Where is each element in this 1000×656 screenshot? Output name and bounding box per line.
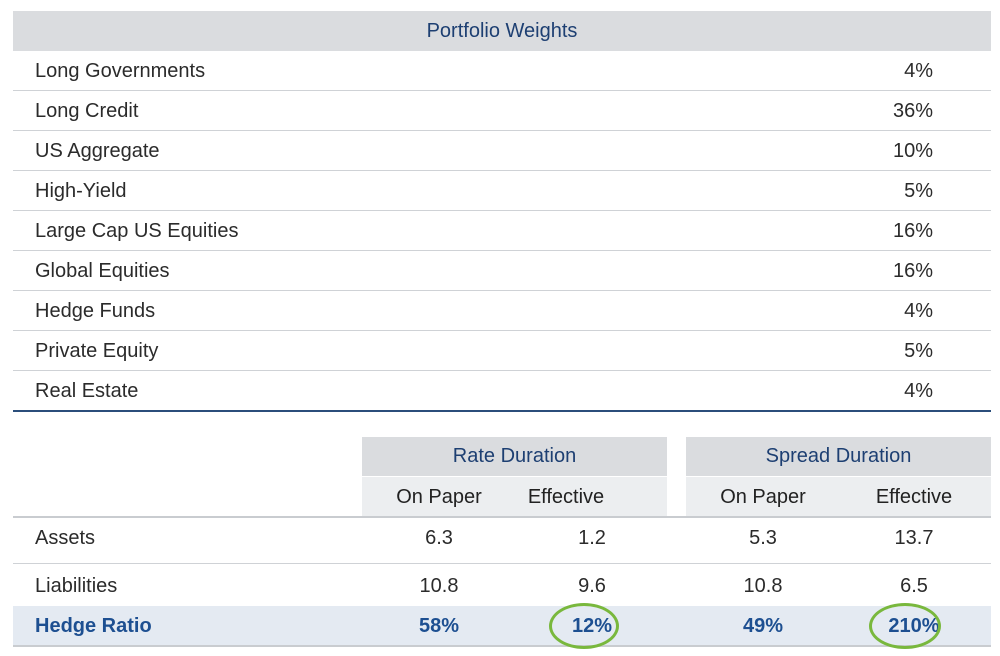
weights-bottom-rule bbox=[13, 410, 991, 412]
weights-row-value: 5% bbox=[904, 340, 933, 362]
weights-row-value: 4% bbox=[904, 300, 933, 322]
weights-row-label: Hedge Funds bbox=[35, 300, 156, 322]
weights-row-label: Long Governments bbox=[35, 60, 206, 82]
rate-effective-header: Effective bbox=[527, 486, 605, 508]
weights-row-hedge-funds: Hedge Funds 4% bbox=[13, 291, 991, 331]
rate-duration-header: Rate Duration bbox=[362, 437, 667, 476]
weights-row-value: 16% bbox=[892, 260, 933, 282]
duration-row-label: Assets bbox=[35, 527, 96, 549]
weights-row-value: 10% bbox=[892, 140, 933, 162]
weights-row-value: 16% bbox=[892, 220, 933, 242]
weights-row-global-equities: Global Equities 16% bbox=[13, 251, 991, 291]
weights-row-high-yield: High-Yield 5% bbox=[13, 171, 991, 211]
weights-row-label: High-Yield bbox=[35, 180, 127, 202]
weights-row-us-aggregate: US Aggregate 10% bbox=[13, 131, 991, 171]
duration-row-hedge-ratio: Hedge Ratio 58% 12% 49% 210% bbox=[13, 606, 991, 646]
weights-row-label: Long Credit bbox=[35, 100, 139, 122]
spread-duration-subheader: On Paper Effective bbox=[686, 477, 991, 517]
rate-on-paper-value: 10.8 bbox=[419, 575, 459, 597]
spread-duration-header: Spread Duration bbox=[686, 437, 991, 476]
weights-row-value: 36% bbox=[892, 100, 933, 122]
weights-row-label: Large Cap US Equities bbox=[35, 220, 239, 242]
assets-row-divider bbox=[13, 563, 991, 564]
spread-duration-header-text: Spread Duration bbox=[765, 445, 912, 467]
portfolio-weights-title: Portfolio Weights bbox=[13, 11, 991, 51]
highlight-circle-rate-effective bbox=[549, 603, 619, 649]
weights-row-label: US Aggregate bbox=[35, 140, 160, 162]
weights-row-real-estate: Real Estate 4% bbox=[13, 371, 991, 411]
duration-row-label: Liabilities bbox=[35, 575, 118, 597]
portfolio-weights-title-text: Portfolio Weights bbox=[426, 19, 578, 42]
spread-on-paper-hedge-value: 49% bbox=[742, 615, 784, 637]
weights-row-label: Private Equity bbox=[35, 340, 159, 362]
spread-on-paper-header: On Paper bbox=[720, 486, 806, 508]
weights-row-large-cap-us-equities: Large Cap US Equities 16% bbox=[13, 211, 991, 251]
rate-on-paper-header: On Paper bbox=[396, 486, 482, 508]
rate-effective-value: 9.6 bbox=[578, 575, 606, 597]
weights-row-value: 4% bbox=[904, 380, 933, 402]
spread-effective-value: 13.7 bbox=[894, 527, 934, 549]
spread-on-paper-value: 5.3 bbox=[749, 527, 777, 549]
weights-row-label: Real Estate bbox=[35, 380, 139, 402]
rate-on-paper-hedge-value: 58% bbox=[418, 615, 460, 637]
duration-row-assets: Assets 6.3 1.2 5.3 13.7 bbox=[13, 518, 991, 558]
spread-effective-value: 6.5 bbox=[900, 575, 928, 597]
table-bottom-rule bbox=[13, 645, 991, 647]
weights-row-long-governments: Long Governments 4% bbox=[13, 51, 991, 91]
rate-on-paper-value: 6.3 bbox=[425, 527, 453, 549]
weights-row-label: Global Equities bbox=[35, 260, 170, 282]
rate-duration-subheader: On Paper Effective bbox=[362, 477, 667, 517]
subheader-rule bbox=[13, 516, 991, 518]
weights-row-long-credit: Long Credit 36% bbox=[13, 91, 991, 131]
weights-row-value: 5% bbox=[904, 180, 933, 202]
spread-on-paper-value: 10.8 bbox=[743, 575, 783, 597]
rate-effective-value: 1.2 bbox=[578, 527, 606, 549]
weights-row-value: 4% bbox=[904, 60, 933, 82]
duration-row-liabilities: Liabilities 10.8 9.6 10.8 6.5 bbox=[13, 566, 991, 606]
weights-row-private-equity: Private Equity 5% bbox=[13, 331, 991, 371]
spread-effective-header: Effective bbox=[875, 486, 953, 508]
highlight-circle-spread-effective bbox=[869, 603, 941, 649]
rate-duration-header-text: Rate Duration bbox=[452, 445, 577, 467]
hedge-ratio-label: Hedge Ratio bbox=[35, 615, 152, 637]
